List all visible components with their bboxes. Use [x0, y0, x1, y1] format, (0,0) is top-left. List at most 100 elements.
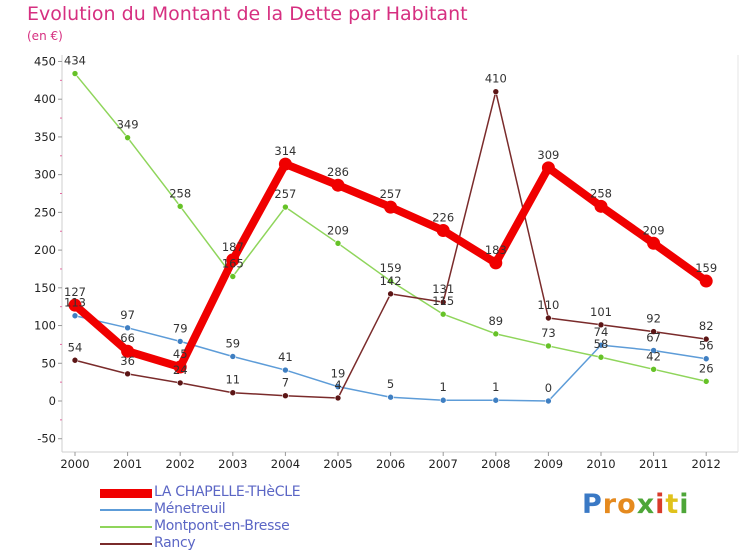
y-tick-label: 200 — [34, 243, 56, 257]
y-tick-label: 50 — [41, 356, 56, 370]
x-tick-label: 2000 — [60, 457, 89, 471]
data-point — [387, 277, 394, 285]
data-point — [124, 134, 131, 141]
y-tick-label: 400 — [34, 92, 56, 106]
data-label: 434 — [64, 54, 86, 68]
data-label: 92 — [646, 312, 661, 326]
data-point — [545, 314, 552, 322]
legend-label: Rancy — [154, 535, 196, 551]
chart-title: Evolution du Montant de la Dette par Hab… — [27, 3, 468, 25]
data-point — [229, 389, 237, 397]
data-label: 257 — [274, 187, 296, 201]
data-point — [121, 344, 135, 358]
data-label: 410 — [485, 72, 507, 86]
x-tick-label: 2007 — [429, 457, 458, 471]
data-label: 36 — [120, 354, 135, 368]
data-label: 4 — [334, 378, 341, 392]
data-label: 82 — [699, 319, 714, 333]
data-point — [387, 393, 394, 401]
data-point — [176, 338, 184, 345]
data-label: 258 — [590, 186, 612, 200]
data-label: 97 — [120, 308, 135, 322]
data-label: 226 — [432, 210, 454, 224]
data-label: 309 — [537, 148, 559, 162]
data-point — [647, 236, 661, 250]
logo-letter: P — [582, 489, 603, 520]
legend-swatch — [100, 509, 152, 511]
data-label: 349 — [117, 118, 139, 132]
data-point — [68, 298, 82, 312]
data-label: 19 — [331, 367, 346, 381]
data-point — [594, 199, 608, 213]
legend-swatch — [100, 488, 152, 498]
data-label: 56 — [699, 339, 714, 353]
data-label: 24 — [173, 363, 188, 377]
x-tick-label: 2002 — [166, 457, 195, 471]
x-tick-label: 2001 — [113, 457, 142, 471]
data-label: 115 — [432, 294, 454, 308]
data-point — [71, 70, 79, 77]
data-point — [229, 353, 237, 360]
data-label: 187 — [222, 240, 244, 254]
data-point — [492, 330, 500, 338]
data-point — [650, 347, 657, 354]
data-point — [439, 298, 447, 306]
data-label: 165 — [222, 257, 244, 271]
logo-letter: i — [679, 489, 690, 520]
y-tick-label: 350 — [34, 130, 56, 144]
data-point — [702, 355, 710, 363]
data-point — [387, 290, 394, 298]
data-label: 26 — [699, 361, 714, 375]
data-label: 286 — [327, 165, 349, 179]
x-tick-label: 2010 — [586, 457, 615, 471]
logo-letter: t — [665, 489, 680, 520]
data-label: 1 — [440, 380, 447, 394]
data-point — [545, 342, 552, 350]
data-label: 113 — [64, 296, 86, 310]
legend-label: Montpont-en-Bresse — [154, 518, 290, 534]
y-tick-label: 150 — [34, 281, 56, 295]
data-point — [334, 394, 342, 402]
legend-label: LA CHAPELLE-THèCLE — [154, 484, 301, 500]
data-point — [545, 397, 552, 405]
x-tick-label: 2008 — [481, 457, 510, 471]
data-label: 127 — [64, 285, 86, 299]
data-label: 159 — [695, 261, 717, 275]
logo-letter: r — [602, 489, 618, 520]
data-point — [282, 203, 289, 211]
data-point — [492, 88, 500, 95]
data-label: 110 — [537, 298, 559, 312]
data-point — [71, 312, 79, 320]
data-point — [278, 157, 292, 171]
data-point — [699, 274, 713, 288]
data-point — [176, 203, 184, 210]
data-point — [702, 378, 710, 385]
data-label: 183 — [485, 243, 507, 257]
logo-letter: o — [617, 489, 637, 520]
data-label: 142 — [380, 274, 402, 288]
data-label: 79 — [173, 321, 188, 335]
data-label: 74 — [594, 325, 609, 339]
data-point — [384, 200, 398, 214]
y-tick-label: 300 — [34, 168, 56, 182]
data-label: 314 — [274, 144, 296, 158]
data-point — [492, 396, 500, 404]
data-label: 67 — [646, 330, 661, 344]
x-tick-label: 2005 — [323, 457, 352, 471]
data-label: 58 — [594, 337, 609, 351]
data-label: 73 — [541, 326, 556, 340]
data-point — [331, 178, 345, 192]
series-line — [74, 72, 707, 383]
data-label: 209 — [327, 223, 349, 237]
data-label: 11 — [225, 373, 240, 387]
data-point — [489, 256, 503, 270]
data-label: 45 — [173, 347, 188, 361]
data-point — [597, 353, 605, 361]
data-label: 0 — [545, 381, 552, 395]
data-point — [439, 396, 447, 404]
proxiti-logo: Proxiti — [582, 489, 690, 520]
x-tick-label: 2009 — [534, 457, 563, 471]
y-tick-label: 250 — [34, 205, 56, 219]
